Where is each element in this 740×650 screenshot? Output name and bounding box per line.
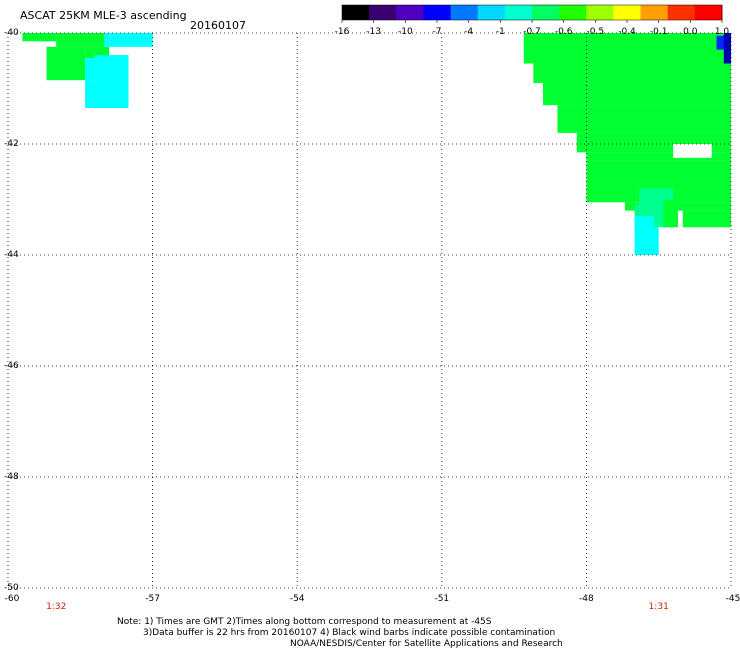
colorbar-segment <box>586 5 614 20</box>
longitude-label: -54 <box>289 594 305 604</box>
colorbar-tick-label: -10 <box>397 27 413 37</box>
swath-cell <box>586 152 731 161</box>
colorbar-tick-label: -0.4 <box>618 27 636 37</box>
lat-lon-grid <box>7 32 732 589</box>
latitude-label: -46 <box>4 361 19 371</box>
swath-cell <box>523 33 731 64</box>
colorbar-tick-label: -0.6 <box>554 27 573 37</box>
longitude-label: -51 <box>434 594 450 604</box>
latitude-label: -40 <box>4 28 19 38</box>
colorbar-segment <box>450 5 479 20</box>
colorbar-segment <box>342 5 370 20</box>
colorbar-segment <box>667 5 696 20</box>
map-date: 20160107 <box>190 19 246 32</box>
colorbar-segment <box>559 5 587 20</box>
longitude-label: -45 <box>725 594 740 604</box>
colorbar-tick-label: -7 <box>432 27 442 37</box>
colorbar-tick-label: 1.0 <box>714 27 730 37</box>
colorbar-segment <box>613 5 642 20</box>
swath-cell <box>123 33 153 45</box>
note-line-1: Note: 1) Times are GMT 2)Times along bot… <box>117 617 492 627</box>
swath-cell <box>557 105 731 133</box>
swath-cell <box>22 33 57 42</box>
colorbar-segment <box>694 5 723 20</box>
note-line-3: NOAA/NESDIS/Center for Satellite Applica… <box>290 639 563 649</box>
time-marker: 1:32 <box>46 602 67 612</box>
colorbar-tick-label: -0.7 <box>523 27 541 37</box>
colorbar-segment <box>532 5 560 20</box>
latitude-label: -50 <box>4 583 19 593</box>
colorbar-segment <box>423 5 452 20</box>
colorbar-segment <box>504 5 533 20</box>
colorbar-segment <box>369 5 397 20</box>
swath-cell <box>723 33 731 64</box>
longitude-label: -60 <box>4 594 20 604</box>
swath-cell <box>46 46 86 81</box>
colorbar-segment <box>477 5 506 20</box>
swath-cell <box>533 63 731 83</box>
colorbar-tick-label: -13 <box>366 27 382 37</box>
swath-cell <box>543 82 731 106</box>
colorbar-tick-label: -0.5 <box>586 27 605 37</box>
swath-cell <box>639 227 659 255</box>
colorbar-segment <box>396 5 424 20</box>
time-marker: 1:31 <box>648 602 669 612</box>
longitude-label: -57 <box>145 594 160 604</box>
swath-cell <box>663 199 678 228</box>
swath-cell <box>94 55 129 108</box>
colorbar <box>341 4 723 23</box>
swath-cell <box>85 46 110 58</box>
colorbar-tick-label: 0.0 <box>683 27 698 37</box>
colorbar-segment <box>640 5 669 20</box>
swath-cell <box>673 144 712 158</box>
swath-cell <box>56 33 105 47</box>
swath-cell <box>682 210 731 228</box>
map-title: ASCAT 25KM MLE-3 ascending <box>20 9 187 22</box>
colorbar-tick-label: -4 <box>464 27 474 37</box>
colorbar-tick-label: -16 <box>334 27 350 37</box>
longitude-label: -48 <box>579 594 594 604</box>
colorbar-tick-label: -1 <box>495 27 505 37</box>
swath-cell <box>104 33 110 47</box>
note-line-2: 3)Data buffer is 22 hrs from 20160107 4)… <box>143 628 556 638</box>
latitude-label: -48 <box>4 472 19 482</box>
colorbar-tick-label: -0.1 <box>649 27 668 37</box>
latitude-label: -42 <box>4 139 19 149</box>
wind-swath <box>22 33 731 255</box>
latitude-label: -44 <box>4 250 19 260</box>
